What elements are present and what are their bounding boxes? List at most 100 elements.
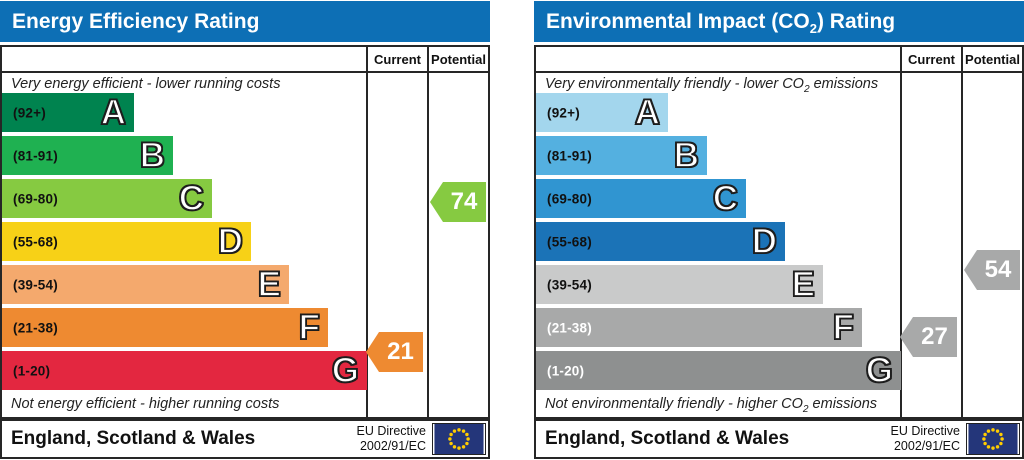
eu-directive-line2: 2002/91/EC [359,439,426,453]
band-range-f: (21-38) [13,320,58,335]
header-row-divider [536,71,1022,73]
current-column-header: Current [908,52,955,67]
energy-bands: (92+) A (81-91) B (69-80) C (55-68) [2,92,367,394]
band-letter-b: B [139,135,166,176]
bottom-note-subscript: 2 [802,403,809,415]
band-letter-d: D [751,221,778,262]
bottom-note-text: Not environmentally friendly - higher CO [545,396,803,412]
bottom-note: Not environmentally friendly - higher CO… [545,396,877,415]
band-bar-g: (1-20) G [2,350,367,391]
band-range-b: (81-91) [13,148,58,163]
energy-efficiency-chart: Energy Efficiency Rating Current Potenti… [0,0,490,459]
current-rating-value: 27 [921,323,948,350]
potential-rating-value: 54 [984,256,1012,283]
band-row-f: (21-38) F [536,307,900,351]
potential-column-divider [427,47,429,417]
co2-bands: (92+) A (81-91) B (69-80) C (55-68) [536,92,901,394]
region-label: England, Scotland & Wales [11,428,256,449]
energy-chart-footer: England, Scotland & Wales EU Directive 2… [0,419,490,459]
eu-directive-line1: EU Directive [890,424,960,438]
co2-rating-table: Current Potential Very environmentally f… [534,45,1024,419]
band-row-a: (92+) A [2,92,366,136]
region-label: England, Scotland & Wales [545,428,790,449]
band-row-d: (55-68) D [536,221,900,265]
title-text-end: ) Rating [816,10,896,33]
band-row-b: (81-91) B [536,135,900,179]
eu-flag-icon [966,423,1020,455]
band-bar-d: (55-68) D [2,221,251,262]
current-column-divider [366,47,368,417]
band-bar-a: (92+) A [2,92,134,133]
top-note: Very energy efficient - lower running co… [11,76,280,95]
band-row-e: (39-54) E [536,264,900,308]
eu-directive-line1: EU Directive [356,424,426,438]
band-range-d: (55-68) [547,234,592,249]
band-range-c: (69-80) [13,191,58,206]
top-note-subscript: 2 [803,83,810,95]
band-row-d: (55-68) D [2,221,366,265]
band-letter-g: G [331,350,360,391]
band-bar-a: (92+) A [536,92,668,133]
band-row-f: (21-38) F [2,307,366,351]
title-text: Energy Efficiency Rating [12,10,260,33]
band-letter-c: C [178,178,205,219]
band-bar-e: (39-54) E [2,264,289,305]
current-column-divider [900,47,902,417]
band-row-c: (69-80) C [536,178,900,222]
energy-chart-title: Energy Efficiency Rating [0,1,490,42]
band-letter-f: F [298,307,321,348]
band-letter-b: B [673,135,700,176]
band-range-e: (39-54) [13,277,58,292]
band-range-a: (92+) [547,105,580,120]
bottom-note-text-end: emissions [808,396,878,412]
title-text: Environmental Impact (CO [546,10,810,33]
band-range-g: (1-20) [547,363,585,378]
band-bar-g: (1-20) G [536,350,901,390]
top-note-text-end: emissions [809,76,879,92]
band-range-f: (21-38) [547,320,592,335]
band-bar-f: (21-38) F [536,307,862,348]
current-column-header: Current [374,52,421,67]
top-note: Very environmentally friendly - lower CO… [545,76,878,95]
band-bar-b: (81-91) B [2,135,173,176]
header-row-divider [2,71,488,73]
band-bar-d: (55-68) D [536,221,785,262]
band-bar-c: (69-80) C [2,178,212,219]
band-row-a: (92+) A [536,92,900,136]
eu-directive-label: EU Directive 2002/91/EC [891,424,960,454]
co2-chart-title: Environmental Impact (CO2) Rating [534,1,1024,42]
band-letter-e: E [791,264,816,305]
title-subscript: 2 [809,21,817,37]
band-row-g: (1-20) G [536,350,901,394]
band-bar-f: (21-38) F [2,307,328,348]
band-row-b: (81-91) B [2,135,366,179]
potential-column-header: Potential [431,52,486,67]
potential-column-divider [961,47,963,417]
band-range-a: (92+) [13,105,46,120]
band-letter-e: E [257,264,282,305]
co2-chart-footer: England, Scotland & Wales EU Directive 2… [534,419,1024,459]
band-range-g: (1-20) [13,363,51,378]
environmental-impact-chart: Environmental Impact (CO2) Rating Curren… [534,0,1024,459]
band-letter-d: D [217,221,244,262]
current-rating-marker: 21 [366,332,423,372]
bottom-note-text: Not energy efficient - higher running co… [11,396,280,412]
band-range-c: (69-80) [547,191,592,206]
band-range-b: (81-91) [547,148,592,163]
top-note-text: Very energy efficient - lower running co… [11,76,281,92]
band-range-d: (55-68) [13,234,58,249]
band-bar-b: (81-91) B [536,135,707,176]
current-rating-value: 21 [387,338,414,365]
band-range-e: (39-54) [547,277,592,292]
potential-column-header: Potential [965,52,1020,67]
band-letter-f: F [832,307,855,348]
potential-rating-marker: 54 [964,250,1020,290]
band-bar-e: (39-54) E [536,264,823,305]
band-row-g: (1-20) G [2,350,367,394]
eu-flag-icon [432,423,486,455]
potential-rating-marker: 74 [430,182,486,222]
band-letter-a: A [634,92,661,133]
eu-directive-line2: 2002/91/EC [893,439,960,453]
band-letter-a: A [100,92,127,133]
